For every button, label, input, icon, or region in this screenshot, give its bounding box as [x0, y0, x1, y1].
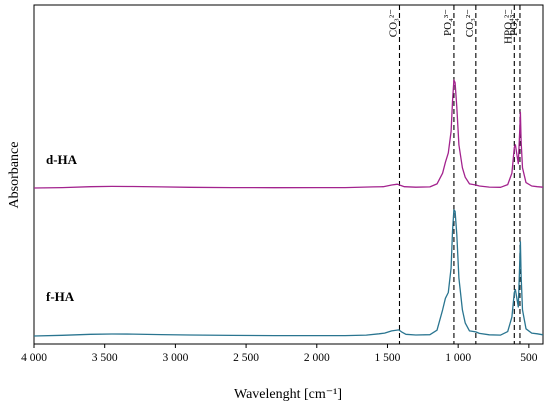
y-axis-title: Absorbance	[7, 142, 22, 209]
x-tick-label: 4 000	[21, 352, 47, 364]
sample-label-d-HA: d-HA	[46, 152, 78, 167]
series-line-d-HA	[33, 79, 544, 189]
x-tick-label: 1 500	[375, 352, 401, 364]
spectra	[33, 79, 544, 337]
sample-labels: d-HA f-HA	[46, 152, 78, 304]
ref-label-po4-563: PO₄³⁻	[508, 9, 520, 36]
x-tick-label: 1 000	[445, 352, 471, 364]
x-tick-label: 2 500	[233, 352, 259, 364]
x-axis-title: Wavelenght [cm⁻¹]	[234, 387, 342, 402]
series-line-f-HA	[33, 209, 544, 337]
x-tick-label: 3 500	[92, 352, 118, 364]
ref-label-co3-1415: CO₃²⁻	[387, 9, 399, 37]
reference-lines: CO₃²⁻ PO₄³⁻ CO₃²⁻ HPO₄²⁻PO₄³⁻	[387, 5, 521, 344]
ref-label-po4-1030: PO₄³⁻	[442, 9, 454, 36]
sample-label-f-HA: f-HA	[46, 289, 75, 304]
x-tick-label: 2 000	[304, 352, 330, 364]
ref-label-co3-875: CO₃²⁻	[464, 9, 476, 37]
plot-frame	[33, 4, 544, 345]
x-axis: 4 000 3 500 3 000 2 500 2 000 1 500 1 000 500	[21, 344, 538, 364]
ref-label-hpo4-603: HPO₄²⁻	[502, 9, 514, 44]
x-tick-label: 3 000	[162, 352, 188, 364]
x-tick-label: 500	[520, 352, 538, 364]
